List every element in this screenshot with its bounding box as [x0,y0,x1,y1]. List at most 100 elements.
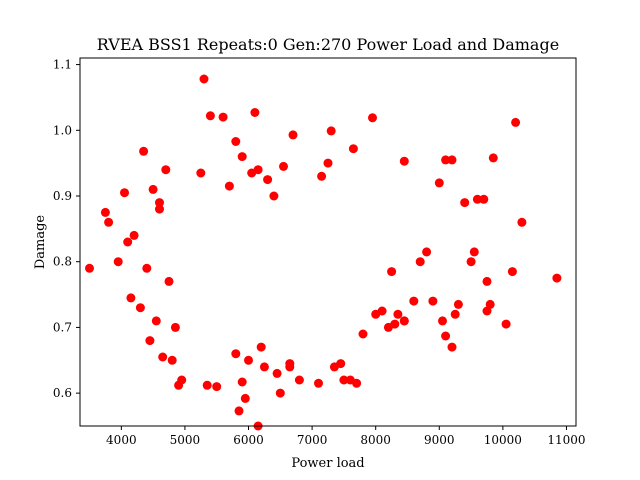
data-point [383,322,393,332]
y-tick-label: 1.1 [53,58,72,72]
data-point [422,247,432,257]
y-tick-label: 0.9 [53,189,72,203]
data-point [482,276,492,286]
data-point [466,257,476,267]
data-point [453,299,463,309]
data-point [155,204,164,214]
data-point [501,319,511,329]
y-tick-label: 0.7 [53,320,72,334]
data-point [177,375,187,385]
data-point [507,267,517,277]
data-point [326,126,336,136]
data-point [317,171,327,181]
data-point [151,316,161,326]
data-point [237,377,247,387]
x-tick-label: 7000 [297,433,328,447]
data-point [202,380,212,390]
data-point [393,309,403,319]
data-point [129,230,139,240]
x-axis: 4000 5000 6000 7000 8000 9000 10000 11000 [106,426,586,447]
data-point [104,217,114,227]
data-point [256,342,266,352]
y-tick-label: 1.0 [53,123,72,137]
data-point [279,161,288,171]
x-tick-label: 5000 [170,433,201,447]
data-point [148,184,158,194]
data-point [85,263,94,273]
data-point [167,355,177,365]
data-point [488,153,498,163]
data-point [358,329,368,339]
x-tick-label: 10000 [484,433,522,447]
data-point [158,352,168,362]
data-point [345,375,355,385]
data-point [237,152,247,162]
data-point [234,406,244,416]
data-point [126,293,136,303]
data-point [368,113,377,123]
data-point [263,175,273,185]
data-point [314,378,323,388]
data-point [447,342,457,352]
data-point [113,257,123,267]
data-point [285,362,295,372]
data-point [253,165,263,175]
data-point [415,257,425,267]
data-point [231,349,241,359]
data-point [409,296,419,306]
data-point [205,111,215,121]
x-tick-label: 4000 [106,433,137,447]
data-point [231,137,241,146]
data-point [259,362,269,372]
data-point [450,309,460,319]
x-tick-label: 8000 [360,433,391,447]
data-point [472,194,482,204]
x-tick-label: 9000 [424,433,455,447]
data-point [387,267,397,277]
data-point [441,331,451,341]
data-point [294,375,304,385]
axes-frame [79,57,577,427]
data-point [441,155,451,165]
data-point [224,181,234,191]
data-point [428,296,438,306]
data-point [212,382,222,392]
data-point [135,303,145,313]
x-tick-label: 6000 [233,433,264,447]
x-tick-label: 11000 [547,433,585,447]
data-point [196,168,206,178]
data-point [399,156,409,166]
chart-title: RVEA BSS1 Repeats:0 Gen:270 Power Load a… [97,35,559,54]
data-point [511,117,521,127]
y-tick-label: 0.6 [53,386,72,400]
data-point [161,165,171,175]
data-point [272,368,282,378]
data-point [269,191,279,201]
data-point [170,322,180,332]
data-point [348,144,358,154]
data-point [123,237,133,247]
data-point [120,188,129,198]
data-point [329,362,339,372]
y-tick-label: 0.8 [53,255,72,269]
data-point [244,355,253,365]
data-point [145,336,155,346]
data-point [100,207,110,217]
data-point [218,112,228,122]
data-point [482,306,492,316]
data-point [250,108,260,117]
data-point [399,316,409,326]
plot-area [85,74,562,431]
y-axis-label: Damage [33,215,48,270]
data-point [438,316,447,326]
x-axis-label: Power load [291,456,364,471]
data-point [434,178,444,188]
data-point [447,155,457,165]
data-point [288,130,298,140]
data-point [479,194,489,204]
y-axis: 0.6 0.7 0.8 0.9 1.0 1.1 [53,58,80,400]
data-point [371,309,381,319]
data-point [240,393,250,403]
